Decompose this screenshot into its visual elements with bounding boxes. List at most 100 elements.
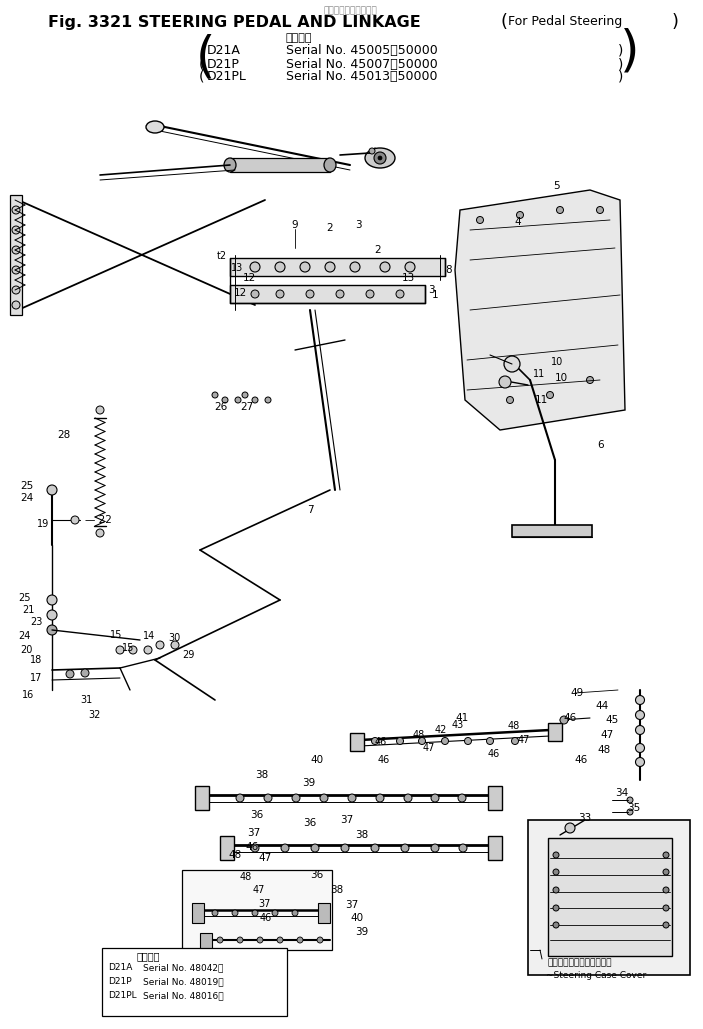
Circle shape: [553, 904, 559, 911]
Circle shape: [81, 669, 89, 677]
Circle shape: [71, 516, 79, 524]
Text: 19: 19: [37, 519, 49, 529]
Text: 36: 36: [310, 870, 323, 880]
Circle shape: [300, 262, 310, 272]
Circle shape: [297, 937, 303, 943]
Text: 49: 49: [570, 688, 583, 698]
Bar: [230, 158, 330, 172]
Text: D21A: D21A: [207, 44, 241, 58]
Circle shape: [144, 646, 152, 654]
Text: ): ): [672, 13, 679, 31]
Circle shape: [401, 844, 409, 852]
Text: 34: 34: [615, 788, 628, 799]
Circle shape: [212, 392, 218, 398]
Circle shape: [546, 391, 553, 398]
Text: 8: 8: [445, 265, 451, 275]
Text: 2: 2: [375, 245, 381, 255]
Text: t2: t2: [217, 251, 227, 261]
Text: Serial No. 48042～: Serial No. 48042～: [143, 963, 224, 972]
Circle shape: [12, 267, 20, 274]
Text: 7: 7: [307, 505, 314, 514]
Circle shape: [636, 725, 645, 735]
Circle shape: [348, 794, 356, 802]
Ellipse shape: [324, 158, 336, 172]
Circle shape: [47, 610, 57, 620]
Circle shape: [317, 937, 323, 943]
Ellipse shape: [224, 158, 236, 172]
Circle shape: [156, 641, 164, 649]
Circle shape: [512, 738, 519, 745]
Text: 24: 24: [18, 631, 30, 641]
Text: (: (: [196, 33, 215, 81]
Text: 9: 9: [292, 220, 298, 230]
Circle shape: [272, 910, 278, 916]
Circle shape: [405, 262, 415, 272]
Text: 32: 32: [88, 710, 101, 720]
Text: 24: 24: [20, 493, 33, 503]
Text: — 22: — 22: [85, 514, 112, 525]
Text: For Pedal Steering: For Pedal Steering: [508, 15, 622, 29]
Circle shape: [281, 844, 289, 852]
Text: 46: 46: [574, 755, 587, 765]
Text: 25: 25: [20, 481, 33, 491]
Text: 27: 27: [240, 402, 253, 412]
Circle shape: [553, 870, 559, 875]
Bar: [318, 903, 330, 923]
Text: 46: 46: [563, 713, 576, 723]
Bar: [548, 723, 562, 741]
Text: Serial No. 45005～50000: Serial No. 45005～50000: [286, 44, 438, 58]
Text: 13: 13: [231, 263, 243, 273]
Text: 4: 4: [515, 217, 522, 227]
Text: 48: 48: [413, 730, 425, 740]
Circle shape: [341, 844, 349, 852]
Circle shape: [12, 206, 20, 214]
Text: Serial No. 45007～50000: Serial No. 45007～50000: [286, 58, 438, 71]
Text: Serial No. 45013～50000: Serial No. 45013～50000: [286, 71, 437, 83]
Circle shape: [47, 595, 57, 605]
Circle shape: [311, 844, 319, 852]
Text: 47: 47: [258, 853, 271, 863]
Circle shape: [636, 744, 645, 752]
Text: Serial No. 48019～: Serial No. 48019～: [143, 978, 224, 987]
Circle shape: [257, 937, 263, 943]
Circle shape: [242, 392, 248, 398]
Text: 39: 39: [302, 778, 315, 788]
Circle shape: [396, 738, 404, 745]
Text: 48: 48: [228, 850, 241, 860]
Text: ): ): [620, 27, 640, 75]
Text: 20: 20: [20, 645, 32, 655]
Circle shape: [458, 794, 466, 802]
Circle shape: [517, 212, 524, 218]
Text: ステアリングケースカバー: ステアリングケースカバー: [547, 958, 612, 967]
Circle shape: [553, 922, 559, 928]
Circle shape: [371, 738, 378, 745]
Text: 18: 18: [30, 655, 42, 665]
Text: 38: 38: [255, 770, 269, 780]
Circle shape: [477, 216, 484, 223]
Circle shape: [236, 794, 244, 802]
Circle shape: [418, 738, 425, 745]
Text: 1: 1: [432, 290, 438, 300]
Circle shape: [380, 262, 390, 272]
Circle shape: [459, 844, 467, 852]
Text: 48: 48: [597, 745, 610, 755]
Circle shape: [12, 226, 20, 234]
Circle shape: [663, 887, 669, 893]
Circle shape: [627, 809, 633, 815]
Circle shape: [627, 797, 633, 803]
Circle shape: [557, 207, 564, 213]
Text: 38: 38: [355, 830, 368, 840]
Circle shape: [560, 716, 568, 724]
Circle shape: [431, 794, 439, 802]
Text: (: (: [199, 57, 205, 71]
Circle shape: [431, 844, 439, 852]
Circle shape: [374, 152, 386, 164]
Text: 29: 29: [182, 650, 194, 660]
Bar: [230, 285, 425, 303]
Circle shape: [252, 397, 258, 403]
Text: D21PL: D21PL: [108, 992, 136, 1000]
Circle shape: [336, 290, 344, 298]
Ellipse shape: [365, 148, 395, 168]
Circle shape: [663, 852, 669, 858]
Text: 48: 48: [240, 872, 252, 882]
